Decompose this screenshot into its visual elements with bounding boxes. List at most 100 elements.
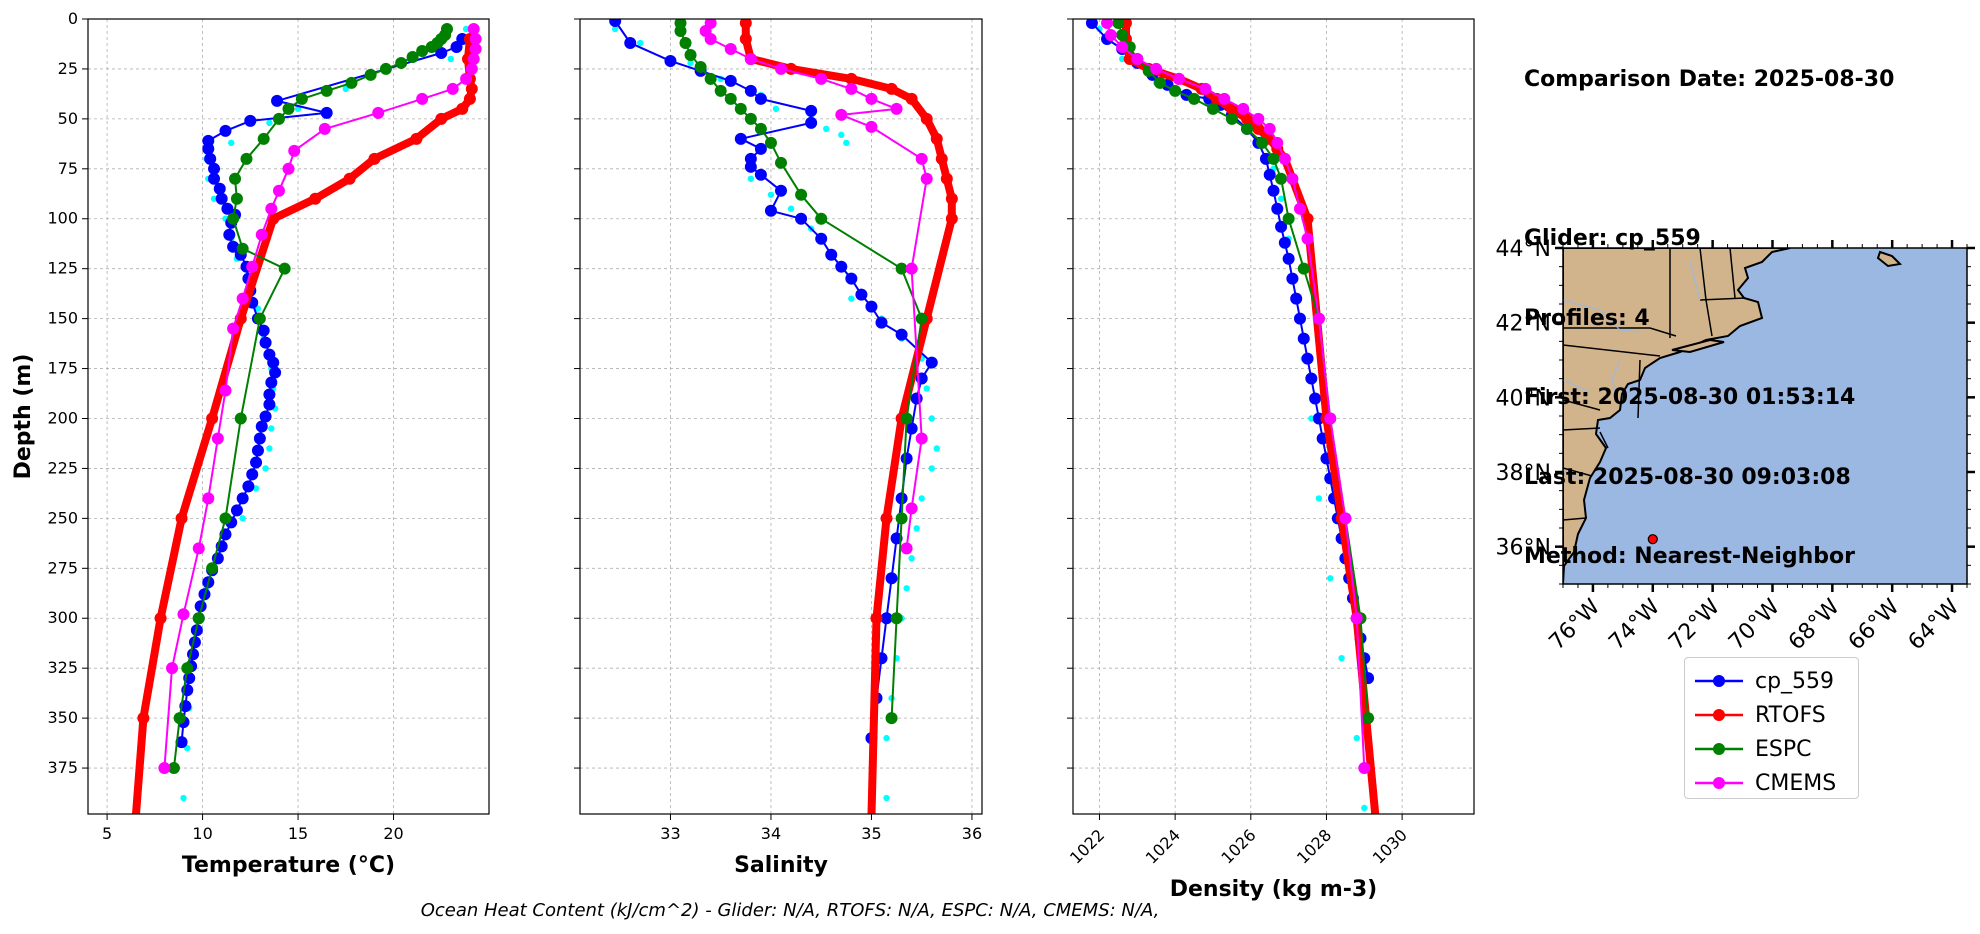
data-point-espc (181, 662, 194, 675)
data-point-cmems (1104, 28, 1117, 41)
data-point-cp_559 (744, 160, 757, 173)
data-point-espc (1275, 172, 1288, 185)
data-point-cmems (236, 292, 249, 305)
y-tick-label: 0 (68, 9, 78, 28)
data-point-cmems (246, 260, 259, 273)
data-point-cp_559 (825, 248, 838, 261)
data-point-cmems (815, 72, 828, 85)
lon-tick-label: 74°W (1604, 594, 1665, 655)
data-point-espc (714, 84, 727, 97)
data-point-cp_559 (754, 168, 767, 181)
data-point-all (342, 85, 349, 93)
series-line-cp_559 (614, 20, 933, 739)
data-point-all (266, 119, 273, 127)
data-point-cp_559 (1290, 292, 1303, 305)
data-point-espc (754, 122, 767, 135)
density-panel: 1022 1024 1026 1028 1030 Density (kg m-3) (1066, 18, 1475, 902)
data-point-cp_559 (227, 240, 240, 253)
data-point-espc (764, 136, 777, 149)
data-point-cp_559 (795, 212, 808, 225)
x-tick-label: 15 (288, 824, 308, 843)
data-point-rtofs (940, 172, 953, 185)
data-point-rtofs (1252, 122, 1265, 135)
glider-position-marker (1647, 534, 1658, 545)
data-point-espc (295, 92, 308, 105)
y-tick-label: 175 (47, 359, 78, 378)
data-point-all (767, 191, 775, 198)
lat-tick-label: 44°N (1496, 237, 1551, 262)
data-point-all (1353, 734, 1360, 742)
data-point-all (180, 794, 187, 802)
data-point-cmems (460, 72, 473, 85)
legend-item-espc: ESPC (1685, 732, 1858, 766)
map-rivers (1563, 261, 1701, 481)
comparison-date: Comparison Date: 2025-08-30 (1524, 67, 1895, 92)
data-point-cp_559 (1301, 352, 1314, 365)
data-point-espc (679, 36, 692, 49)
y-tick-label: 200 (47, 408, 78, 427)
legend-label: CMEMS (1755, 770, 1837, 796)
data-point-cp_559 (253, 432, 266, 445)
data-point-cmems (227, 322, 240, 335)
lon-tick-label: 76°W (1545, 594, 1606, 655)
data-point-espc (364, 68, 377, 81)
data-point-all (268, 425, 275, 432)
data-point-all (928, 415, 935, 422)
legend-item-cmems: CMEMS (1685, 766, 1858, 800)
data-point-cmems (845, 82, 858, 95)
data-point-espc (895, 262, 908, 275)
data-point-espc (406, 50, 419, 63)
data-point-cp_559 (1286, 272, 1299, 285)
data-point-espc (1188, 92, 1201, 105)
data-point-all (913, 525, 920, 532)
data-point-rtofs (870, 612, 883, 625)
plot-data (131, 22, 482, 814)
data-point-cp_559 (1293, 312, 1306, 325)
data-point-cmems (865, 120, 878, 133)
data-point-all (918, 495, 925, 502)
data-point-espc (272, 112, 285, 125)
data-point-cmems (905, 502, 918, 515)
data-point-rtofs (1301, 212, 1314, 225)
plot-frame (579, 18, 983, 815)
data-point-cmems (467, 52, 480, 65)
data-point-cp_559 (1275, 220, 1288, 233)
x-tick-label: 35 (861, 824, 881, 843)
data-point-espc (900, 412, 913, 425)
data-point-cmems (469, 42, 482, 55)
data-point-rtofs (739, 19, 752, 29)
x-tick-label: 5 (102, 824, 112, 843)
data-point-espc (775, 156, 787, 169)
data-point-cp_559 (1297, 332, 1310, 345)
data-point-espc (1297, 262, 1310, 275)
data-point-cp_559 (250, 456, 263, 469)
method: Method: Nearest-Neighbor (1524, 544, 1855, 569)
map-island (1671, 338, 1725, 354)
data-point-cmems (1172, 72, 1185, 85)
data-point-all (843, 139, 850, 147)
data-point-espc (1206, 102, 1219, 115)
data-point-cp_559 (880, 612, 893, 625)
data-point-espc (416, 44, 429, 57)
data-point-cmems (1339, 512, 1352, 525)
data-point-espc (395, 56, 408, 69)
first-time: First: 2025-08-30 01:53:14 (1524, 385, 1856, 410)
data-point-cmems (704, 32, 717, 45)
data-point-cp_559 (263, 388, 276, 401)
data-point-espc (694, 60, 707, 73)
legend-marker-espc (1695, 743, 1743, 755)
data-point-espc (425, 40, 438, 53)
lon-tick-label: 66°W (1844, 594, 1905, 655)
data-point-espc (1225, 112, 1238, 125)
data-point-espc (253, 312, 266, 325)
data-point-espc (227, 212, 240, 225)
data-point-cp_559 (223, 228, 236, 241)
data-point-cmems (1150, 62, 1163, 75)
data-point-espc (895, 512, 908, 525)
data-point-rtofs (945, 192, 958, 205)
data-point-cmems (1293, 202, 1306, 215)
data-point-cmems (465, 62, 478, 75)
data-point-cp_559 (269, 366, 282, 379)
data-point-cp_559 (1271, 202, 1284, 215)
salinity-panel: 33 34 35 36 Salinity (574, 18, 983, 878)
